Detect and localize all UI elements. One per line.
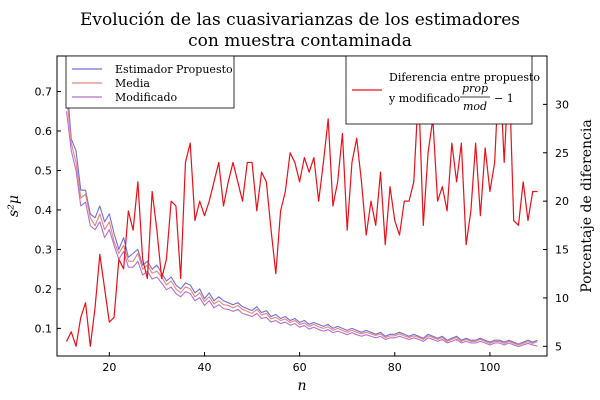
x-tick-label: 100 xyxy=(479,361,500,374)
legend-entry-diferencia-line2: y modificado xyxy=(388,92,460,105)
y-right-tick-label: 25 xyxy=(555,147,569,160)
series-layer xyxy=(65,60,538,348)
legend-entry-propuesto: Estimador Propuesto xyxy=(115,63,233,76)
chart-title-line1: Evolución de las cuasivarianzas de los e… xyxy=(80,10,520,30)
y-left-tick-label: 0.4 xyxy=(35,204,53,217)
y-right-tick-label: 10 xyxy=(555,292,569,305)
legend-right: Diferencia entre propuesto y modificado … xyxy=(345,55,540,125)
y-right-tick-label: 5 xyxy=(555,340,562,353)
x-tick-label: 20 xyxy=(102,361,116,374)
legend-frac-suffix: − 1 xyxy=(494,92,514,105)
y-left-tick-label: 0.6 xyxy=(35,125,53,138)
x-tick-label: 60 xyxy=(293,361,307,374)
y-axis-right-ticks: 5 10 15 20 25 30 xyxy=(543,98,569,353)
legend-left-box xyxy=(65,55,235,109)
y-left-tick-label: 0.1 xyxy=(35,322,53,335)
y-axis-left-label: s²μ xyxy=(6,195,22,217)
y-left-tick-label: 0.3 xyxy=(35,243,53,256)
plot-frame xyxy=(56,55,548,357)
y-left-tick-label: 0.7 xyxy=(35,86,53,99)
legend-entry-modificado: Modificado xyxy=(115,91,178,104)
y-left-tick-label: 0.2 xyxy=(35,283,53,296)
y-axis-left-ticks: 0.1 0.2 0.3 0.4 0.5 0.6 0.7 xyxy=(35,86,61,335)
series-line-diferencia xyxy=(65,60,538,347)
y-right-tick-label: 30 xyxy=(555,98,569,111)
y-left-tick-label: 0.5 xyxy=(35,164,53,177)
x-tick-label: 40 xyxy=(197,361,211,374)
legend-frac-numerator: prop xyxy=(462,82,488,95)
x-tick-label: 80 xyxy=(388,361,402,374)
series-line-modificado xyxy=(65,111,538,348)
legend-left: Estimador Propuesto Media Modificado xyxy=(65,55,235,109)
y-right-tick-label: 20 xyxy=(555,195,569,208)
legend-frac-denominator: mod xyxy=(463,100,487,113)
series-line-propuesto xyxy=(65,79,538,345)
x-axis-ticks: 20 40 60 80 100 xyxy=(102,352,500,374)
x-axis-label: n xyxy=(297,378,306,394)
chart-title-line2: con muestra contaminada xyxy=(188,31,412,51)
legend-entry-media: Media xyxy=(115,77,150,90)
y-axis-right-label: Porcentaje de diferencia xyxy=(579,119,595,292)
legend-entry-diferencia-line1: Diferencia entre propuesto xyxy=(389,71,540,84)
series-line-media xyxy=(65,95,538,346)
y-right-tick-label: 15 xyxy=(555,244,569,257)
